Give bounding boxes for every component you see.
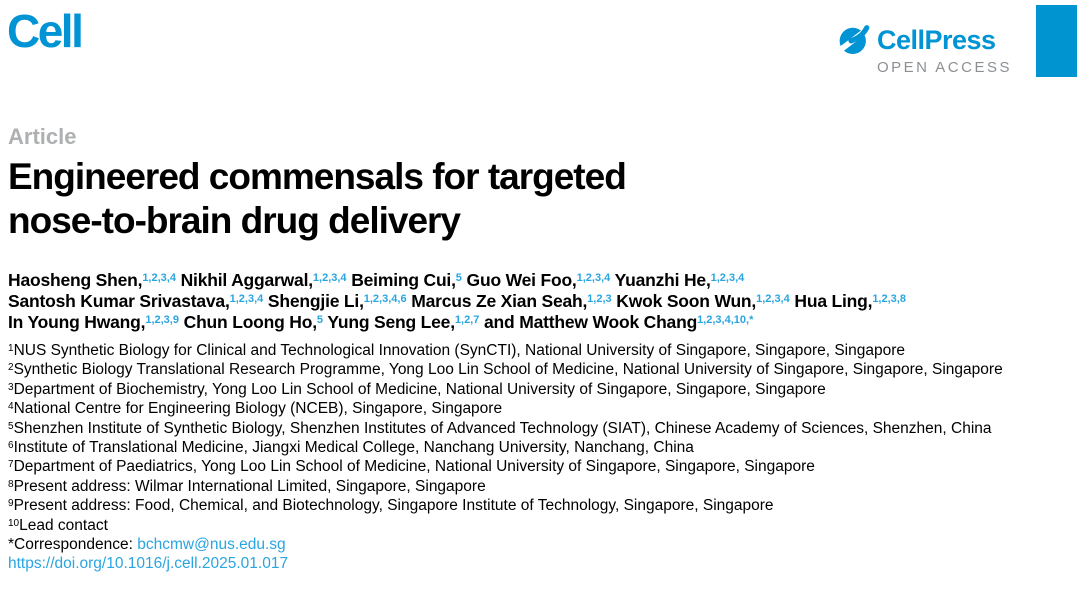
author-affiliation-superscript: 1,2,3 (587, 293, 612, 305)
affiliation-item: 1NUS Synthetic Biology for Clinical and … (8, 341, 1024, 360)
affiliation-text: Present address: Food, Chemical, and Bio… (13, 497, 774, 515)
affiliation-item: 3Department of Biochemistry, Yong Loo Li… (8, 380, 1024, 399)
affiliation-text: National Centre for Engineering Biology … (13, 400, 503, 418)
affiliation-number: 7 (8, 459, 14, 471)
author-name: Haosheng Shen, (8, 270, 143, 290)
author-affiliation-superscript: 1,2,3,4 (756, 293, 790, 305)
affiliation-list: 1NUS Synthetic Biology for Clinical and … (8, 341, 1024, 535)
author-line: Haosheng Shen,1,2,3,4 Nikhil Aggarwal,1,… (8, 270, 1024, 291)
affiliation-text: Department of Paediatrics, Yong Loo Lin … (13, 458, 815, 476)
affiliation-item: 8Present address: Wilmar International L… (8, 477, 1024, 496)
author-name: Hua Ling, (789, 291, 873, 311)
affiliation-number: 6 (8, 440, 14, 452)
author-name: Nikhil Aggarwal, (175, 270, 313, 290)
affiliation-item: 7Department of Paediatrics, Yong Loo Lin… (8, 457, 1024, 476)
affiliation-text: Lead contact (19, 516, 108, 534)
affiliation-item: 4National Centre for Engineering Biology… (8, 399, 1024, 418)
affiliation-item: 5Shenzhen Institute of Synthetic Biology… (8, 419, 1024, 438)
cellpress-logo-text: CellPress (876, 24, 996, 55)
affiliation-item: 10Lead contact (8, 516, 1024, 535)
affiliation-number: 2 (8, 362, 14, 374)
author-name: Shengjie Li, (263, 291, 364, 311)
cellpress-logo: CellPress OPEN ACCESS (836, 24, 1012, 76)
article-type-label: Article (8, 124, 77, 149)
author-line: Santosh Kumar Srivastava,1,2,3,4 Shengji… (8, 291, 1024, 312)
affiliation-number: 1 (8, 343, 14, 354)
open-access-label: OPEN ACCESS (876, 59, 1012, 76)
author-affiliation-superscript: 1,2,3,4 (229, 293, 264, 305)
correspondence-email-link[interactable]: bchcmw@nus.edu.sg (137, 536, 286, 554)
author-lines: Haosheng Shen,1,2,3,4 Nikhil Aggarwal,1,… (8, 270, 1024, 333)
author-affiliation-superscript: 1,2,3,4,6 (363, 293, 407, 305)
author-affiliation-superscript: 1,2,3,4 (142, 272, 176, 284)
author-name: Guo Wei Foo, (461, 270, 577, 290)
correspondence-label: *Correspondence: (8, 536, 138, 554)
author-name: In Young Hwang, (8, 312, 146, 332)
affiliation-text: Institute of Translational Medicine, Jia… (13, 439, 694, 457)
article-front-matter: Article Engineered commensals for target… (8, 126, 1024, 574)
affiliation-item: 6Institute of Translational Medicine, Ji… (8, 438, 1024, 457)
author-name: Marcus Ze Xian Seah, (406, 291, 588, 311)
author-affiliation-superscript: 5 (455, 272, 462, 284)
cell-journal-logo: Cell (7, 5, 84, 57)
author-affiliation-superscript: 1,2,3,4 (576, 272, 611, 284)
affiliation-text: Department of Biochemistry, Yong Loo Lin… (13, 380, 826, 398)
author-affiliation-superscript: 1,2,3,8 (872, 293, 906, 305)
author-name: Beiming Cui, (346, 270, 456, 290)
correspondence-line: *Correspondence: bchcmw@nus.edu.sg (8, 535, 1024, 554)
paper-title: Engineered commensals for targeted nose-… (8, 155, 1024, 243)
corner-accent-bar (1036, 5, 1077, 77)
author-line: In Young Hwang,1,2,3,9 Chun Loong Ho,5 Y… (8, 312, 1024, 333)
affiliation-number: 8 (8, 478, 14, 490)
affiliation-item: 2Synthetic Biology Translational Researc… (8, 360, 1024, 379)
author-name: Santosh Kumar Srivastava, (8, 291, 230, 311)
author-affiliation-superscript: 1,2,3,9 (145, 314, 179, 326)
affiliation-number: 9 (8, 498, 14, 510)
affiliation-text: Shenzhen Institute of Synthetic Biology,… (13, 419, 992, 437)
author-name: Kwok Soon Wun, (611, 291, 757, 311)
affiliation-number: 4 (8, 401, 14, 413)
paper-title-line1: Engineered commensals for targeted (8, 156, 627, 197)
affiliation-item: 9Present address: Food, Chemical, and Bi… (8, 496, 1024, 515)
affiliation-number: 3 (8, 381, 14, 393)
author-affiliation-superscript: 5 (316, 314, 324, 326)
affiliation-text: Present address: Wilmar International Li… (13, 477, 486, 495)
author-affiliation-superscript: 1,2,7 (454, 314, 480, 326)
author-affiliation-superscript: 1,2,3,4 (312, 272, 347, 284)
doi-link[interactable]: https://doi.org/10.1016/j.cell.2025.01.0… (8, 555, 289, 573)
affiliation-text: Synthetic Biology Translational Research… (13, 361, 1003, 379)
author-name: Yuanzhi He, (610, 270, 711, 290)
author-name: and Matthew Wook Chang (479, 312, 698, 332)
affiliation-number: 5 (8, 420, 14, 432)
paper-title-line2: nose-to-brain drug delivery (8, 200, 461, 241)
author-affiliation-superscript: 1,2,3,4,10,* (697, 314, 754, 326)
author-affiliation-superscript: 1,2,3,4 (710, 272, 745, 284)
affiliation-text: NUS Synthetic Biology for Clinical and T… (13, 342, 906, 359)
author-name: Chun Loong Ho, (178, 312, 317, 332)
author-name: Yung Seng Lee, (323, 312, 455, 332)
affiliation-number: 10 (8, 517, 20, 529)
cellpress-swoosh-icon (836, 24, 872, 56)
